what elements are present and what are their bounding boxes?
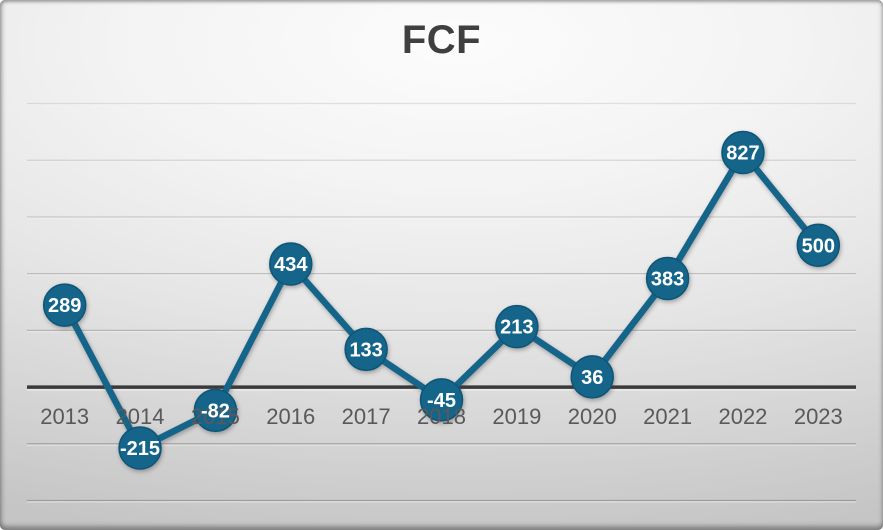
data-point-marker-2018: [419, 378, 464, 422]
x-axis-label-2017: 2017: [342, 404, 391, 429]
chart-title: FCF: [401, 18, 482, 62]
data-point-marker-2014: [118, 426, 162, 470]
data-point-label-2013: 289: [48, 295, 81, 317]
data-point-marker-2020: [570, 355, 614, 399]
data-point-marker-2023: [796, 223, 841, 268]
data-point-marker-2017: [344, 327, 388, 372]
data-point-label-2018: -45: [427, 390, 456, 412]
data-point-label-2017: 133: [349, 339, 382, 361]
data-point-label-2021: 383: [651, 268, 684, 290]
data-point-label-2015: -82: [201, 400, 230, 422]
data-point-label-2019: 213: [500, 317, 533, 339]
x-axis-label-2019: 2019: [492, 404, 541, 429]
x-axis-label-2014: 2014: [116, 404, 165, 429]
x-axis-label-2022: 2022: [718, 404, 767, 429]
data-point-marker-2015: [193, 388, 238, 433]
x-axis-label-2013: 2013: [40, 404, 89, 429]
data-point-label-2014: -215: [120, 438, 160, 460]
x-axis-label-2015: 2015: [191, 404, 240, 429]
data-point-label-2023: 500: [802, 235, 835, 257]
x-axis-label-2018: 2018: [417, 404, 466, 429]
data-point-marker-2013: [42, 283, 87, 327]
fcf-series: [42, 130, 841, 470]
data-point-marker-2022: [721, 130, 765, 175]
data-point-marker-2016: [269, 242, 313, 286]
x-axis-label-2021: 2021: [643, 404, 692, 429]
data-point-label-2020: 36: [581, 367, 603, 389]
data-point-label-2016: 434: [274, 254, 308, 276]
data-point-marker-2021: [645, 256, 690, 301]
data-point-marker-2019: [495, 304, 539, 349]
data-point-label-2022: 827: [726, 143, 759, 165]
x-axis-label-2020: 2020: [568, 404, 617, 429]
x-axis-label-2023: 2023: [794, 404, 843, 429]
x-axis-label-2016: 2016: [266, 404, 315, 429]
